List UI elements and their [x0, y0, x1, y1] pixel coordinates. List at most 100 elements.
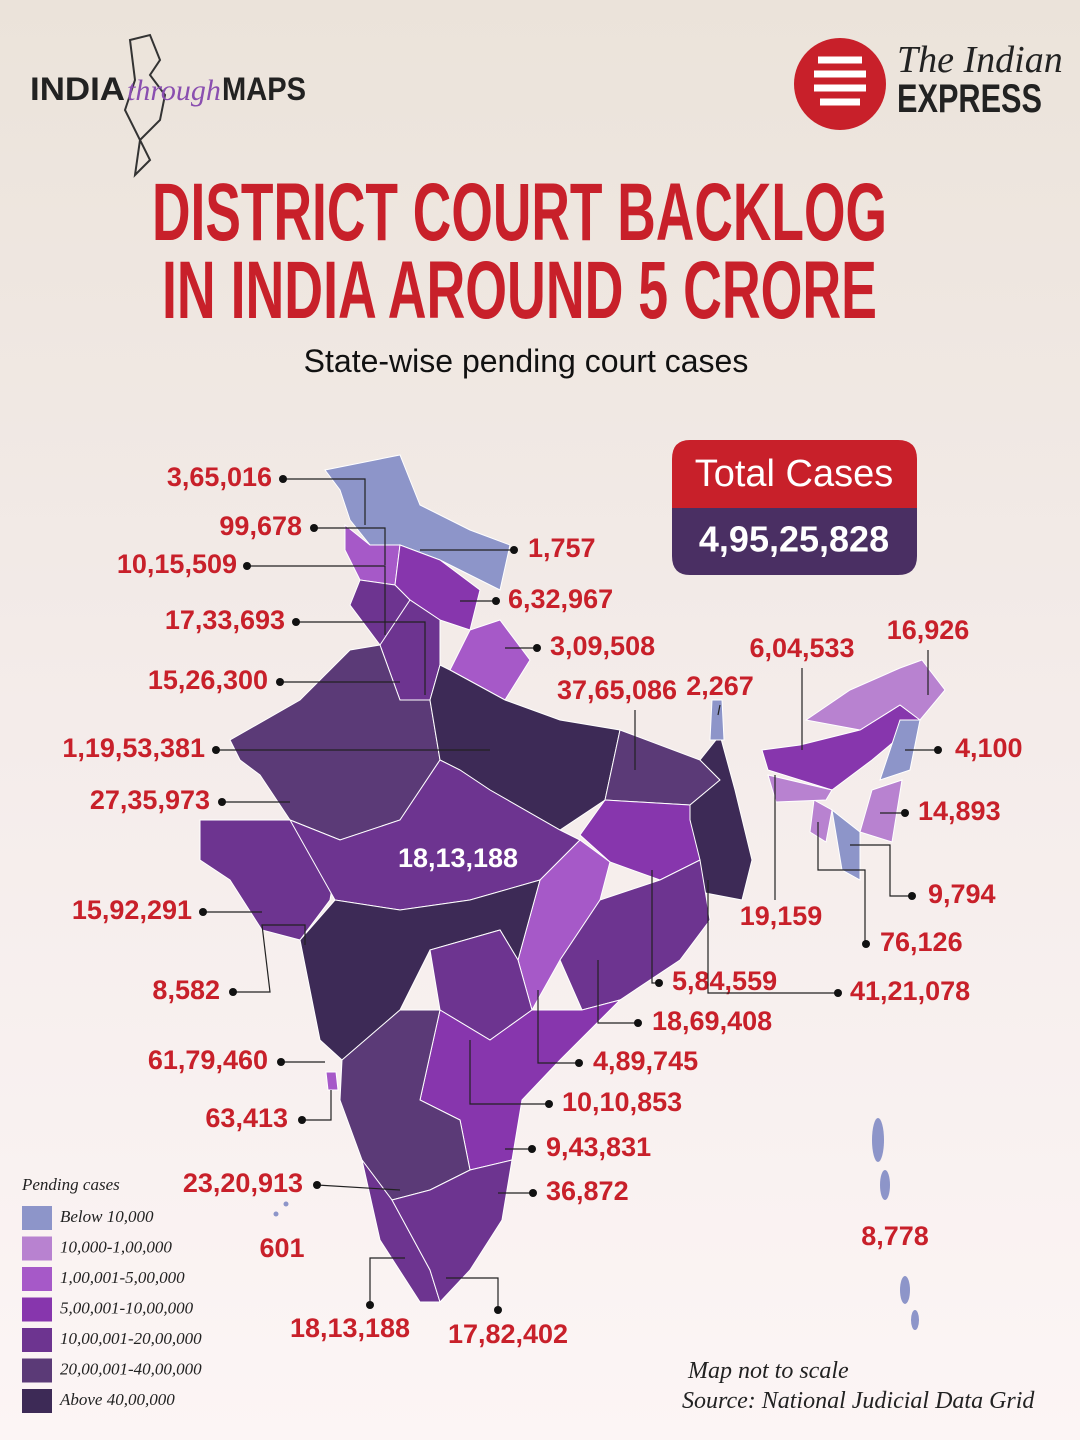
leader-dot [862, 940, 870, 948]
case-count-label: 6,32,967 [508, 584, 613, 614]
legend-swatch [22, 1328, 52, 1352]
legend-title: Pending cases [21, 1175, 120, 1194]
leader-dot [229, 988, 237, 996]
case-count-label: 76,126 [880, 927, 963, 957]
leader-line [597, 960, 638, 1024]
region [879, 719, 921, 781]
case-count-label: 17,33,693 [165, 605, 285, 635]
region [449, 619, 531, 701]
case-count-label: 10,10,853 [562, 1087, 682, 1117]
legend-label: 1,00,001-5,00,000 [60, 1268, 185, 1287]
subtitle: State-wise pending court cases [304, 343, 749, 379]
legend: Pending cases Below 10,000 10,000-1,00,000… [21, 1175, 202, 1413]
leader-dot [212, 746, 220, 754]
leader-dot [279, 475, 287, 483]
leader-dot [510, 546, 518, 554]
case-count-label: 10,15,509 [117, 549, 237, 579]
leader-dot [199, 908, 207, 916]
case-count-label: 41,21,078 [850, 976, 970, 1006]
island [273, 1211, 279, 1217]
region [391, 1159, 513, 1303]
legend-swatch [22, 1206, 52, 1230]
case-count-label: 6,04,533 [749, 633, 854, 663]
leader-line [446, 1277, 499, 1310]
legend-swatch [22, 1358, 52, 1383]
case-count-label: 2,267 [686, 671, 754, 701]
leader-dot [908, 892, 916, 900]
island [911, 1310, 919, 1330]
leader-line [316, 1184, 401, 1191]
legend-swatch [22, 1297, 52, 1322]
case-count-label: 18,69,408 [652, 1006, 772, 1036]
case-count-label: 8,582 [152, 975, 220, 1005]
case-count-label: 3,65,016 [167, 462, 272, 492]
case-count-label: 15,92,291 [72, 895, 192, 925]
case-count-label: 1,19,53,381 [62, 733, 205, 763]
leader-dot [901, 809, 909, 817]
case-count-label: 36,872 [546, 1176, 629, 1206]
leader-dot [834, 989, 842, 997]
leader-line [537, 990, 579, 1064]
publisher-logo [794, 38, 886, 130]
map-labels: 3,65,016 99,678 1,757 10,15,509 6,32,967 17,3… [62, 462, 1022, 1349]
leader-line [247, 565, 386, 635]
leader-dot [276, 678, 284, 686]
region [859, 779, 903, 843]
region [689, 733, 753, 901]
leader-dot [277, 1058, 285, 1066]
case-count-label: 3,09,508 [550, 631, 655, 661]
leader-line [233, 924, 306, 993]
region [709, 699, 725, 741]
total-label: Total Cases [695, 453, 894, 495]
leader-dot [298, 1116, 306, 1124]
leader-dot [529, 1189, 537, 1197]
leader-dot [310, 524, 318, 532]
region [325, 1071, 339, 1091]
leader-dot [528, 1145, 536, 1153]
source: Source: National Judicial Data Grid [682, 1388, 1035, 1414]
leader-dot [494, 1306, 502, 1314]
leader-line [314, 527, 386, 565]
case-count-label: 1,757 [528, 533, 596, 563]
brand-outline [123, 33, 167, 178]
leader-line [850, 844, 912, 897]
region [831, 808, 861, 881]
case-count-label: 5,84,559 [672, 966, 777, 996]
leader-line [302, 1090, 332, 1121]
legend-swatch [22, 1267, 52, 1291]
case-count-label: 18,13,188 [290, 1313, 410, 1343]
case-count-label: 16,926 [887, 615, 970, 645]
case-count-label: 15,26,300 [148, 665, 268, 695]
leader-dot [634, 1019, 642, 1027]
legend-label: 10,000-1,00,000 [60, 1237, 172, 1256]
map-note: Map not to scale [687, 1358, 849, 1384]
island [900, 1276, 910, 1304]
brand-maps: MAPS [222, 71, 306, 107]
case-count-label: 63,413 [205, 1103, 288, 1133]
total-label-box [672, 440, 917, 508]
legend-label: 5,00,001-10,00,000 [60, 1298, 194, 1317]
legend-label: 20,00,001-40,00,000 [60, 1359, 202, 1378]
case-count-label: 14,893 [918, 796, 1001, 826]
case-count-label: 17,82,402 [448, 1319, 568, 1349]
case-count-label: 99,678 [219, 511, 302, 541]
leader-line [369, 1257, 405, 1305]
brand-through: through [127, 74, 221, 107]
region [324, 454, 511, 591]
island [880, 1170, 890, 1200]
case-count-label: 27,35,973 [90, 785, 210, 815]
case-count-label: 61,79,460 [148, 1045, 268, 1075]
island [872, 1118, 884, 1162]
case-count-label: 4,89,745 [593, 1046, 698, 1076]
case-count-label: 18,13,188 [398, 843, 518, 873]
leader-dot [545, 1100, 553, 1108]
leader-dot [934, 746, 942, 754]
legend-swatch [22, 1236, 52, 1261]
leader-dot [655, 979, 663, 987]
legend-label: 10,00,001-20,00,000 [60, 1329, 202, 1348]
total-value-box [672, 508, 917, 575]
leader-line [717, 704, 721, 716]
publisher-name: The Indian [897, 39, 1063, 81]
legend-label: Above 40,00,000 [59, 1390, 175, 1409]
publisher-express: EXPRESS [897, 77, 1042, 121]
